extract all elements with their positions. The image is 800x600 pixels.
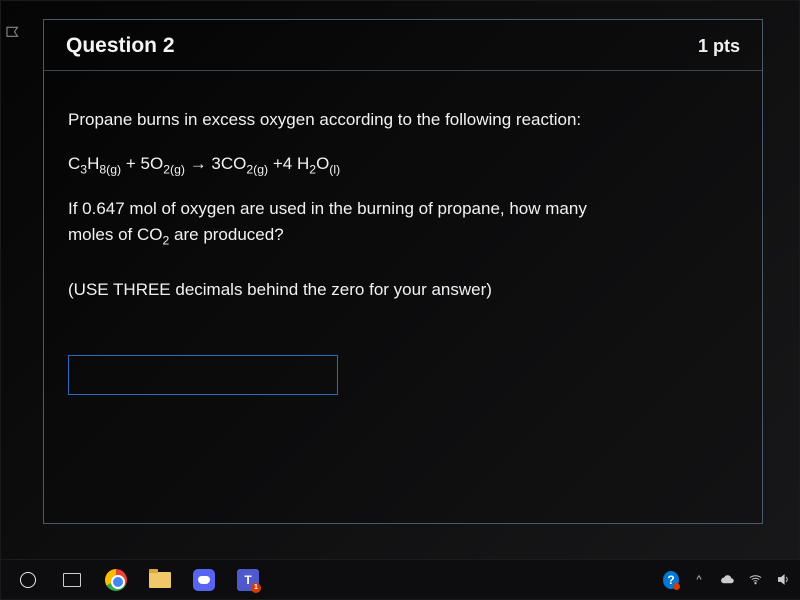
- question-flag-icon[interactable]: [3, 25, 23, 43]
- volume-icon[interactable]: [775, 572, 791, 588]
- question-title: Question 2: [66, 34, 175, 58]
- teams-icon[interactable]: T1: [227, 562, 269, 598]
- discord-icon[interactable]: [183, 562, 225, 598]
- cortana-circle-icon[interactable]: [7, 562, 49, 598]
- prompt-line-2: moles of CO2 are produced?: [68, 225, 284, 244]
- taskbar-left: T1: [7, 562, 269, 598]
- wifi-icon[interactable]: [747, 572, 763, 588]
- question-equation: C3H8(g) + 5O2(g) → 3CO2(g) +4 H2O(l): [68, 151, 738, 179]
- teams-letter: T: [244, 573, 251, 587]
- question-intro: Propane burns in excess oxygen according…: [68, 107, 738, 133]
- chrome-icon[interactable]: [95, 562, 137, 598]
- question-points: 1 pts: [698, 36, 740, 57]
- question-body: Propane burns in excess oxygen according…: [44, 71, 762, 415]
- desktop-screen: Question 2 1 pts Propane burns in excess…: [0, 0, 800, 600]
- tray-chevron-up-icon[interactable]: ^: [691, 572, 707, 588]
- get-help-icon[interactable]: ?: [663, 572, 679, 588]
- task-view-icon[interactable]: [51, 562, 93, 598]
- system-tray: ? ^: [663, 572, 795, 588]
- question-card: Question 2 1 pts Propane burns in excess…: [43, 19, 763, 524]
- onedrive-cloud-icon[interactable]: [719, 572, 735, 588]
- windows-taskbar: T1 ? ^: [1, 559, 800, 599]
- question-prompt: If 0.647 mol of oxygen are used in the b…: [68, 196, 738, 249]
- answer-input[interactable]: [68, 355, 338, 395]
- file-explorer-icon[interactable]: [139, 562, 181, 598]
- prompt-line-1: If 0.647 mol of oxygen are used in the b…: [68, 199, 587, 218]
- teams-badge: 1: [251, 583, 261, 593]
- question-instruction: (USE THREE decimals behind the zero for …: [68, 277, 738, 303]
- question-header: Question 2 1 pts: [44, 20, 762, 71]
